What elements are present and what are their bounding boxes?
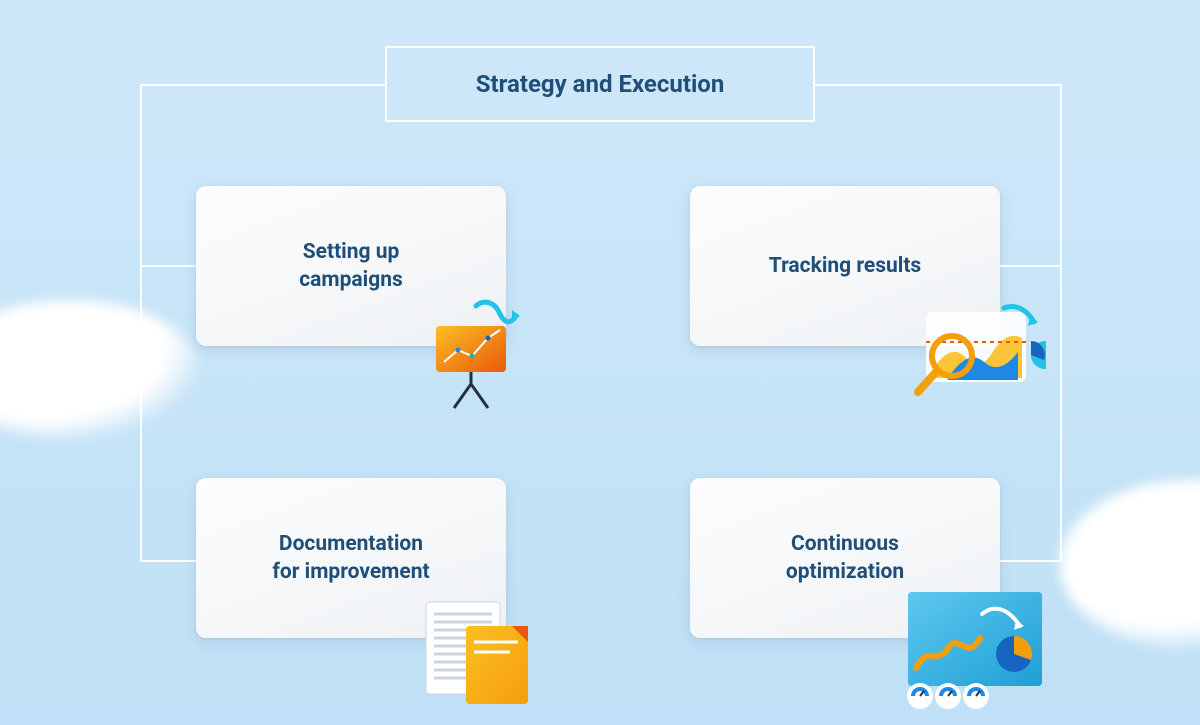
presentation-chart-icon	[416, 296, 536, 416]
connector-line	[1000, 560, 1062, 562]
analytics-magnifier-icon	[896, 300, 1046, 410]
card-label: Setting upcampaigns	[299, 238, 403, 295]
card-label: Tracking results	[769, 252, 921, 280]
infographic-canvas: Strategy and Execution Setting upcampaign…	[0, 0, 1200, 725]
connector-line	[1060, 84, 1062, 560]
connector-line	[140, 265, 196, 267]
connector-line	[1000, 265, 1060, 267]
connector-line	[140, 84, 142, 560]
connector-line	[140, 560, 196, 562]
card-label: Continuousoptimization	[786, 530, 904, 587]
cloud-decoration	[0, 300, 200, 440]
documents-icon	[414, 592, 544, 712]
title-text: Strategy and Execution	[476, 70, 725, 98]
connector-line	[815, 84, 1060, 86]
dashboard-chart-icon	[886, 584, 1056, 714]
card-label: Documentationfor improvement	[272, 530, 429, 587]
cloud-decoration	[1060, 480, 1200, 650]
title-box: Strategy and Execution	[385, 46, 815, 122]
connector-line	[140, 84, 385, 86]
